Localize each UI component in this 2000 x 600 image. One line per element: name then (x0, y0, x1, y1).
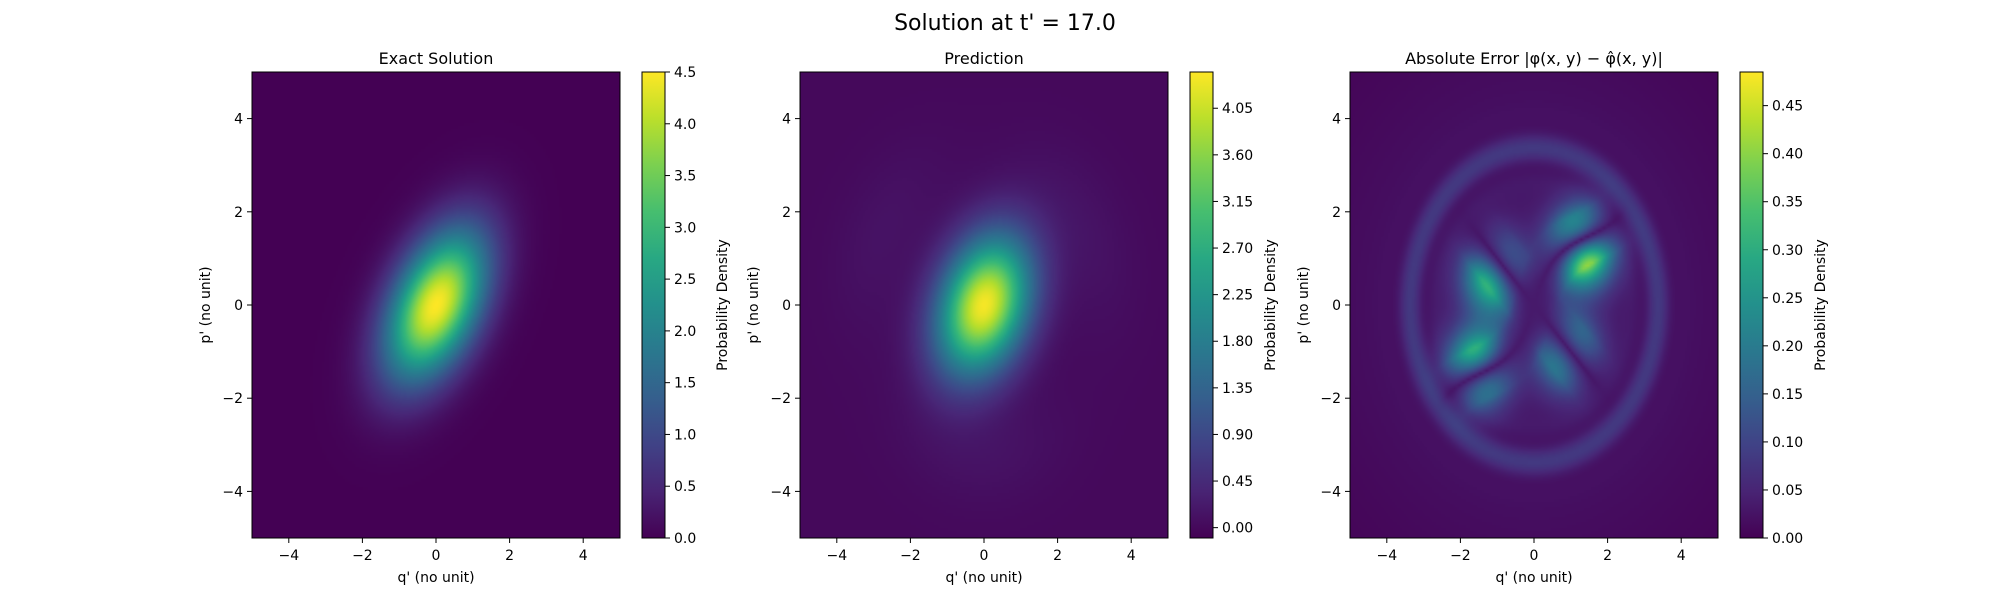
heatmap-image (252, 72, 620, 538)
x-tick-label: −2 (1450, 548, 1471, 564)
x-tick-label: 0 (1530, 548, 1539, 564)
colorbar (1189, 71, 1214, 539)
panel-title: Prediction (944, 49, 1023, 68)
y-tick-label: −4 (222, 484, 243, 500)
colorbar-tick-label: 3.15 (1222, 194, 1253, 210)
y-tick-label: −2 (1320, 391, 1341, 407)
colorbar-label: Probability Density (1813, 239, 1829, 371)
colorbar-tick-label: 0.0 (674, 531, 696, 547)
y-tick-label: 0 (234, 298, 243, 314)
colorbar-tick-label: 0.00 (1772, 531, 1803, 547)
colorbar-tick-label: 4.0 (674, 117, 696, 133)
colorbar-tick-label: 0.35 (1772, 195, 1803, 211)
y-tick-label: 2 (234, 205, 243, 221)
x-tick-label: 2 (1053, 548, 1062, 564)
heatmap-image (800, 72, 1168, 538)
colorbar-tick-label: 0.40 (1772, 147, 1803, 163)
heatmap-image (1350, 72, 1718, 538)
y-axis-label: p' (no unit) (1296, 266, 1312, 343)
y-tick-label: −4 (1320, 484, 1341, 500)
y-tick-label: −2 (222, 391, 243, 407)
y-tick-label: 4 (782, 112, 791, 128)
colorbar-tick-label: 0.25 (1772, 291, 1803, 307)
chart-panel-3: Absolute Error |φ(x, y) − φ̂(x, y)| −4 −2 0… (1296, 49, 1829, 586)
x-axis-label: q' (no unit) (945, 570, 1022, 586)
colorbar-tick-label: 0.45 (1222, 474, 1253, 490)
colorbar-tick-label: 3.0 (674, 220, 696, 236)
colorbar-tick-label: 0.00 (1222, 521, 1253, 537)
x-axis-label: q' (no unit) (397, 570, 474, 586)
colorbar-tick-label: 2.25 (1222, 288, 1253, 304)
chart-panel-2: Prediction −4 −2 0 2 4 −4 −2 0 2 4 q' (no unit) p' (… (746, 49, 1279, 586)
colorbar-tick-label: 0.05 (1772, 483, 1803, 499)
colorbar-tick-label: 0.45 (1772, 99, 1803, 115)
colorbar-tick-label: 0.15 (1772, 387, 1803, 403)
colorbar-tick-label: 2.0 (674, 324, 696, 340)
y-axis-label: p' (no unit) (746, 266, 762, 343)
colorbar-tick-label: 4.5 (674, 65, 696, 81)
x-axis-label: q' (no unit) (1495, 570, 1572, 586)
x-tick-label: 4 (1127, 548, 1136, 564)
panel-title: Absolute Error |φ(x, y) − φ̂(x, y)| (1405, 49, 1663, 68)
colorbar-label: Probability Density (715, 239, 731, 371)
x-tick-label: 4 (1677, 548, 1686, 564)
colorbar-tick-label: 1.5 (674, 376, 696, 392)
x-tick-label: 2 (505, 548, 514, 564)
y-tick-label: 4 (234, 112, 243, 128)
figure-title: Solution at t' = 17.0 (894, 11, 1116, 36)
colorbar-tick-label: 0.20 (1772, 339, 1803, 355)
y-tick-label: 2 (782, 205, 791, 221)
colorbar-tick-label: 1.35 (1222, 381, 1253, 397)
colorbar-tick-label: 0.5 (674, 479, 696, 495)
y-tick-label: 0 (1332, 298, 1341, 314)
colorbar-tick-label: 3.60 (1222, 148, 1253, 164)
colorbar-label: Probability Density (1263, 239, 1279, 371)
x-tick-label: −4 (278, 548, 299, 564)
chart-panel-1: Exact Solution −4 −2 0 2 4 −4 −2 0 2 4 q' (no unit)… (198, 49, 731, 586)
colorbar (1739, 71, 1764, 539)
colorbar-tick-label: 0.30 (1772, 243, 1803, 259)
colorbar (641, 71, 666, 539)
x-tick-label: −2 (352, 548, 373, 564)
colorbar-tick-label: 4.05 (1222, 101, 1253, 117)
colorbar-tick-label: 1.80 (1222, 334, 1253, 350)
colorbar-tick-label: 1.0 (674, 427, 696, 443)
y-tick-label: 0 (782, 298, 791, 314)
x-tick-label: −4 (826, 548, 847, 564)
y-tick-label: 2 (1332, 205, 1341, 221)
y-tick-label: −4 (770, 484, 791, 500)
x-tick-label: 4 (579, 548, 588, 564)
x-tick-label: 2 (1603, 548, 1612, 564)
x-tick-label: 0 (432, 548, 441, 564)
x-tick-label: −4 (1376, 548, 1397, 564)
y-tick-label: −2 (770, 391, 791, 407)
colorbar-tick-label: 3.5 (674, 169, 696, 185)
colorbar-tick-label: 0.10 (1772, 435, 1803, 451)
colorbar-tick-label: 2.70 (1222, 241, 1253, 257)
colorbar-tick-label: 0.90 (1222, 427, 1253, 443)
y-tick-label: 4 (1332, 112, 1341, 128)
x-tick-label: 0 (980, 548, 989, 564)
colorbar-tick-label: 2.5 (674, 272, 696, 288)
x-tick-label: −2 (900, 548, 921, 564)
y-axis-label: p' (no unit) (198, 266, 214, 343)
panel-title: Exact Solution (379, 49, 494, 68)
